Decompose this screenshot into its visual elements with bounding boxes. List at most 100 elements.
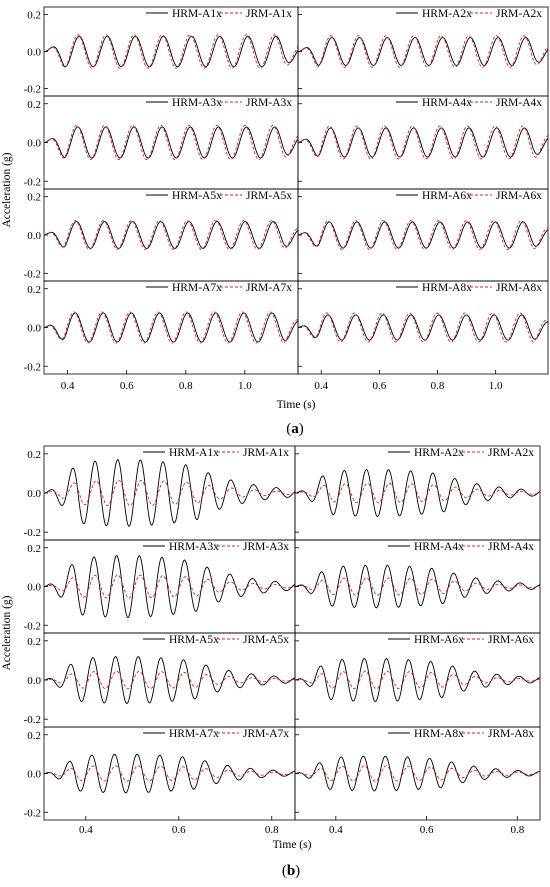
legend: HRM-A6x JRM-A6x	[396, 190, 542, 202]
subplot-3: HRM-A3x JRM-A3x -0.2 0.0 0.2	[24, 95, 299, 190]
x-axis-label: Time (s)	[273, 839, 312, 851]
x-tick-label: 1.0	[238, 380, 252, 392]
legend-label-hrm: HRM-A5x	[169, 634, 219, 646]
series-line-jrm-a8x	[297, 312, 549, 343]
y-tick-label: 0.2	[27, 192, 41, 204]
legend-label-jrm: JRM-A8x	[496, 282, 542, 294]
subplot-3: HRM-A3x JRM-A3x -0.2 0.0 0.2	[24, 539, 296, 634]
series-line-jrm-a2x	[295, 482, 541, 504]
legend-label-hrm: HRM-A6x	[422, 190, 472, 202]
y-tick-label: 0.0	[27, 47, 41, 59]
legend-label-jrm: JRM-A8x	[488, 728, 534, 740]
series-line-hrm-a2x	[297, 37, 549, 66]
subplot-frame	[43, 95, 299, 190]
series-line-hrm-a6x	[297, 221, 549, 249]
panel-a: HRM-A1x JRM-A1x-0.20.00.2 HRM-A2x JRM-A2xHR…	[1, 6, 549, 437]
series-line-hrm-a7x	[43, 312, 299, 343]
legend-label-jrm: JRM-A7x	[243, 728, 289, 740]
legend: HRM-A2x JRM-A2x	[388, 447, 534, 459]
series-line-hrm-a1x	[43, 35, 299, 68]
legend-label-hrm: HRM-A2x	[414, 447, 464, 459]
subplot-frame	[297, 6, 549, 97]
series-line-hrm-a5x	[43, 656, 296, 704]
series-line-hrm-a1x	[43, 459, 296, 527]
legend-label-hrm: HRM-A1x	[172, 8, 222, 20]
x-tick-label: 0.4	[314, 380, 328, 392]
x-tick-label: 0.6	[373, 380, 387, 392]
y-tick-label: -0.2	[24, 527, 41, 539]
legend-label-jrm: JRM-A6x	[488, 634, 534, 646]
legend-label-hrm: HRM-A8x	[414, 728, 464, 740]
y-tick-label: -0.2	[24, 361, 41, 373]
y-tick-label: -0.2	[24, 714, 41, 726]
y-tick-label: 0.2	[27, 449, 41, 461]
subplot-4: HRM-A4x JRM-A4x	[297, 95, 549, 190]
x-tick-label: 1.0	[489, 380, 503, 392]
legend-label-jrm: JRM-A5x	[246, 190, 292, 202]
legend: HRM-A3x JRM-A3x	[143, 541, 289, 553]
y-tick-label: 0.0	[27, 323, 41, 335]
subplot-2: HRM-A2x JRM-A2x	[294, 445, 541, 541]
legend-label-jrm: JRM-A2x	[496, 8, 542, 20]
subplot-frame	[294, 726, 541, 821]
subplot-5: HRM-A5x JRM-A5x -0.2 0.0 0.2	[24, 632, 296, 728]
legend: HRM-A7x JRM-A7x	[146, 282, 292, 294]
series-line-jrm-a5x	[43, 670, 296, 690]
subplot-frame	[297, 95, 549, 190]
subplot-4: HRM-A4x JRM-A4x	[294, 539, 541, 634]
legend-label-hrm: HRM-A4x	[422, 97, 472, 109]
y-tick-label: 0.2	[27, 9, 41, 21]
y-tick-label: 0.0	[27, 488, 41, 500]
y-tick-label: -0.2	[24, 620, 41, 632]
legend-label-hrm: HRM-A3x	[172, 97, 222, 109]
series-line-hrm-a3x	[43, 555, 296, 618]
legend-label-jrm: JRM-A3x	[243, 541, 289, 553]
subplot-2: HRM-A2x JRM-A2x	[297, 6, 549, 97]
x-tick-label: 0.6	[172, 824, 186, 836]
legend-label-hrm: HRM-A2x	[422, 8, 472, 20]
subplot-7: HRM-A7x JRM-A7x -0.2 0.0 0.2 0.4 0.6 0.8 1.0	[24, 280, 299, 392]
legend: HRM-A7x JRM-A7x	[143, 728, 289, 740]
subplot-8: HRM-A8x JRM-A8x 0.4 0.6 0.8	[294, 726, 541, 836]
legend-label-hrm: HRM-A7x	[172, 282, 222, 294]
y-tick-label: -0.2	[24, 268, 41, 280]
subplot-frame	[43, 539, 296, 634]
legend: HRM-A1x JRM-A1x	[143, 447, 289, 459]
series-line-hrm-a5x	[43, 221, 299, 249]
series-line-hrm-a7x	[43, 753, 296, 794]
legend-label-hrm: HRM-A6x	[414, 634, 464, 646]
legend-label-jrm: JRM-A3x	[246, 97, 292, 109]
subplot-8: HRM-A8x JRM-A8x 0.4 0.6 0.8 1.0	[297, 280, 549, 392]
series-line-jrm-a2x	[297, 35, 549, 68]
y-axis-label: Acceleration (g)	[1, 152, 13, 227]
legend-label-jrm: JRM-A7x	[246, 282, 292, 294]
x-tick-label: 0.4	[329, 824, 343, 836]
y-tick-label: 0.0	[27, 230, 41, 242]
legend-label-jrm: JRM-A6x	[496, 190, 542, 202]
y-tick-label: 0.0	[27, 582, 41, 594]
series-line-hrm-a8x	[297, 314, 549, 341]
series-line-jrm-a3x	[44, 574, 296, 599]
x-axis-label: Time (s)	[277, 399, 316, 411]
subplot-5: HRM-A5x JRM-A5x -0.2 0.0 0.2	[24, 188, 299, 282]
subplot-frame	[297, 280, 549, 375]
series-line-hrm-a2x	[294, 469, 541, 517]
series-line-jrm-a6x	[297, 220, 549, 250]
legend: HRM-A3x JRM-A3x	[146, 97, 292, 109]
x-tick-label: 0.8	[265, 824, 279, 836]
panel-b: HRM-A1x JRM-A1x-0.20.00.2 HRM-A2x JRM-A2xHR…	[1, 445, 541, 879]
x-tick-label: 0.8	[431, 380, 445, 392]
y-axis-label: Acceleration (g)	[1, 595, 13, 670]
subplot-7: HRM-A7x JRM-A7x -0.2 0.0 0.2 0.4 0.6 0.8	[24, 726, 296, 836]
legend-label-hrm: HRM-A4x	[414, 541, 464, 553]
y-tick-label: 0.2	[27, 284, 41, 296]
series-line-jrm-a3x	[43, 124, 299, 161]
y-tick-label: 0.2	[27, 543, 41, 555]
x-tick-label: 0.4	[79, 824, 93, 836]
series-line-jrm-a4x	[297, 125, 549, 160]
series-line-hrm-a4x	[297, 127, 549, 158]
series-line-hrm-a4x	[294, 564, 541, 609]
subplot-1: HRM-A1x JRM-A1x -0.2 0.0 0.2	[24, 6, 299, 97]
legend: HRM-A8x JRM-A8x	[388, 728, 534, 740]
